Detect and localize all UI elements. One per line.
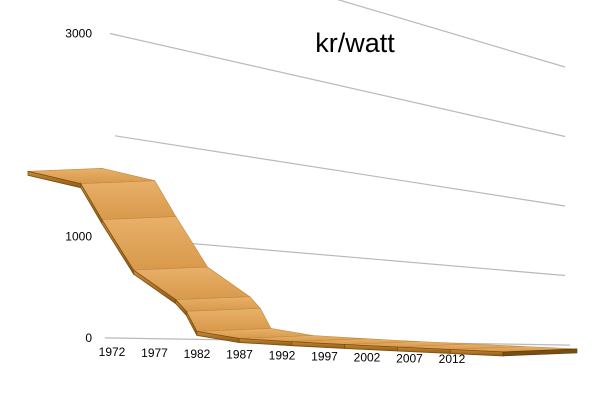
x-tick-label: 1982	[184, 347, 211, 361]
y-tick-label: 3000	[65, 27, 92, 41]
ribbon-segment	[80, 180, 177, 220]
y-tick-label: 0	[85, 331, 92, 345]
x-tick-label: 1972	[99, 345, 126, 359]
gridline	[337, 0, 566, 68]
y-axis-ticks: 0 1000 3000	[65, 27, 92, 346]
x-tick-label: 1992	[269, 349, 296, 363]
gridline	[114, 135, 566, 207]
x-tick-label: 1987	[226, 348, 253, 362]
ribbon-segment	[101, 216, 209, 271]
x-tick-label: 1977	[141, 346, 168, 360]
x-tick-label: 2002	[354, 350, 381, 364]
ribbon-layer	[27, 167, 578, 357]
x-tick-label: 1997	[311, 350, 338, 364]
chart-title: kr/watt	[315, 28, 395, 58]
x-axis-ticks: 1972 1977 1982 1987 1992 1997 2002 2007 2012	[99, 345, 466, 366]
x-tick-label: 2012	[439, 352, 466, 366]
gridline	[109, 32, 566, 138]
ribbon-end-cap	[502, 348, 578, 357]
x-tick-label: 2007	[396, 351, 423, 365]
ribbon-segment	[185, 307, 272, 332]
gridline	[174, 241, 566, 277]
y-tick-label: 1000	[65, 230, 92, 244]
